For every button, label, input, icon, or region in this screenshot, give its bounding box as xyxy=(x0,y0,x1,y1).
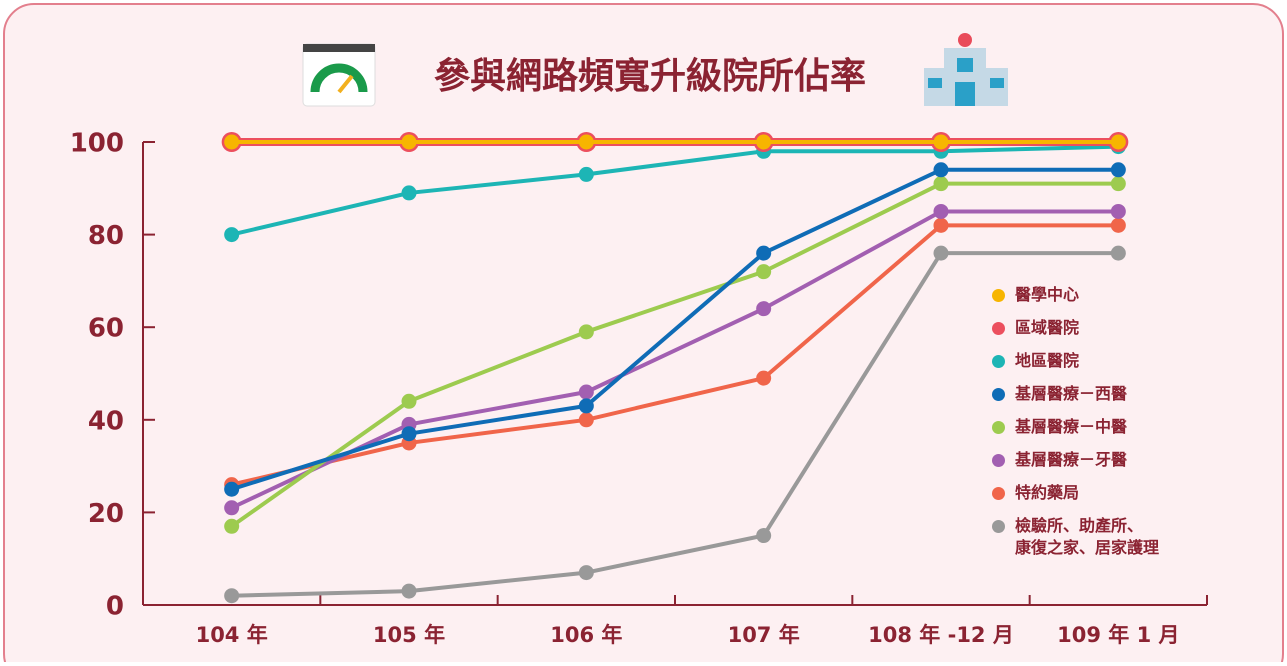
data-point xyxy=(579,565,594,580)
legend-swatch xyxy=(992,454,1005,467)
x-tick-label: 104 年 xyxy=(196,623,268,647)
data-point xyxy=(579,167,594,182)
y-tick-label: 100 xyxy=(70,129,124,159)
data-point xyxy=(224,500,239,515)
y-tick-label: 80 xyxy=(88,221,124,251)
data-point xyxy=(756,301,771,316)
y-tick-label: 60 xyxy=(88,314,124,344)
data-point xyxy=(402,135,417,150)
data-point xyxy=(934,204,949,219)
data-point xyxy=(402,394,417,409)
chart-title: 參與網路頻寬升級院所佔率 xyxy=(434,56,866,97)
legend-swatch xyxy=(992,421,1005,434)
legend-item: 基層醫療－中醫 xyxy=(992,416,1159,438)
legend-label: 基層醫療－牙醫 xyxy=(1015,449,1127,471)
data-point xyxy=(579,385,594,400)
data-point xyxy=(402,584,417,599)
data-point xyxy=(402,426,417,441)
x-tick-label: 106 年 xyxy=(550,623,622,647)
data-point xyxy=(934,246,949,261)
data-point xyxy=(1111,162,1126,177)
x-tick-label: 109 年 1 月 xyxy=(1057,623,1179,647)
x-tick-label: 108 年 -12 月 xyxy=(868,623,1014,647)
data-point xyxy=(756,264,771,279)
legend-item: 醫學中心 xyxy=(992,284,1159,306)
legend-label: 區域醫院 xyxy=(1015,317,1079,339)
page: 參與網路頻寬升級院所佔率 0 20 40 60 80 100 104 年 105 年 106 年… xyxy=(0,0,1287,662)
legend-label: 基層醫療－中醫 xyxy=(1015,416,1127,438)
data-point xyxy=(1111,218,1126,233)
data-point xyxy=(934,176,949,191)
x-tick-label: 105 年 xyxy=(373,623,445,647)
data-point xyxy=(402,185,417,200)
data-point xyxy=(579,398,594,413)
data-point xyxy=(579,412,594,427)
legend-item: 基層醫療－西醫 xyxy=(992,383,1159,405)
legend-item: 地區醫院 xyxy=(992,350,1159,372)
data-point xyxy=(756,135,771,150)
legend-item: 特約藥局 xyxy=(992,482,1159,504)
legend-swatch xyxy=(992,355,1005,368)
data-point xyxy=(934,135,949,150)
data-point xyxy=(579,324,594,339)
data-point xyxy=(224,519,239,534)
data-point xyxy=(224,482,239,497)
data-point xyxy=(579,135,594,150)
data-point xyxy=(1111,135,1126,150)
data-point xyxy=(934,218,949,233)
legend: 醫學中心區域醫院地區醫院基層醫療－西醫基層醫療－中醫基層醫療－牙醫特約藥局檢驗所… xyxy=(992,284,1159,570)
data-point xyxy=(224,227,239,242)
data-point xyxy=(1111,176,1126,191)
legend-swatch xyxy=(992,289,1005,302)
legend-swatch xyxy=(992,322,1005,335)
data-point xyxy=(1111,246,1126,261)
legend-label: 檢驗所、助產所、 康復之家、居家護理 xyxy=(1015,515,1159,559)
legend-swatch xyxy=(992,388,1005,401)
legend-label: 醫學中心 xyxy=(1015,284,1079,306)
data-point xyxy=(756,528,771,543)
legend-item: 基層醫療－牙醫 xyxy=(992,449,1159,471)
data-point xyxy=(934,162,949,177)
data-point xyxy=(224,135,239,150)
legend-item: 區域醫院 xyxy=(992,317,1159,339)
legend-label: 地區醫院 xyxy=(1015,350,1079,372)
gauge-icon xyxy=(303,44,375,106)
data-point xyxy=(756,371,771,386)
legend-item: 檢驗所、助產所、 康復之家、居家護理 xyxy=(992,515,1159,559)
y-tick-label: 0 xyxy=(106,592,124,622)
x-tick-label: 107 年 xyxy=(728,623,800,647)
legend-label: 特約藥局 xyxy=(1015,482,1079,504)
y-tick-label: 20 xyxy=(88,499,124,529)
legend-label: 基層醫療－西醫 xyxy=(1015,383,1127,405)
data-point xyxy=(1111,204,1126,219)
legend-swatch xyxy=(992,520,1005,533)
legend-swatch xyxy=(992,487,1005,500)
data-point xyxy=(756,246,771,261)
y-tick-label: 40 xyxy=(88,406,124,436)
data-point xyxy=(224,588,239,603)
